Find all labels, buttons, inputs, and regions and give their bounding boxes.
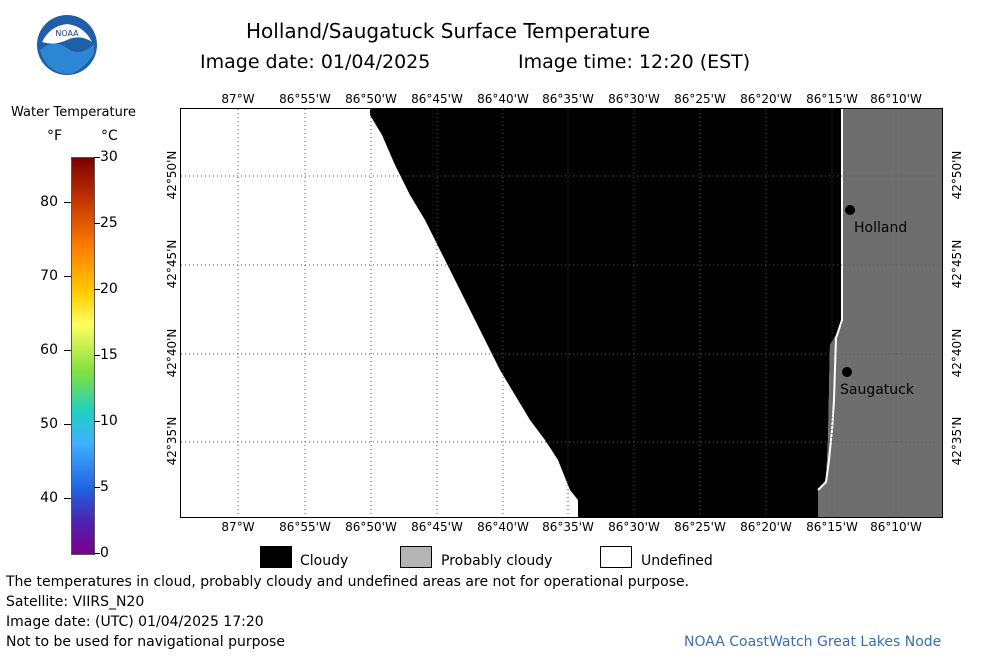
- celsius-tick-mark: [94, 223, 100, 224]
- colorbar-unit-f: °F: [47, 128, 63, 144]
- longitude-label-top: 86°50'W: [345, 92, 397, 106]
- place-label-saugatuck: Saugatuck: [840, 382, 914, 398]
- legend-cloudy-swatch: [260, 546, 292, 568]
- latitude-label-left: 42°50'N: [165, 150, 179, 200]
- longitude-label-top: 86°20'W: [740, 92, 792, 106]
- satellite-text: Satellite: VIIRS_N20: [6, 594, 145, 610]
- longitude-label-bottom: 86°50'W: [345, 520, 397, 534]
- legend-cloudy-label: Cloudy: [300, 553, 349, 569]
- longitude-label-bottom: 86°25'W: [674, 520, 726, 534]
- latitude-label-left: 42°45'N: [165, 239, 179, 289]
- longitude-label-top: 86°45'W: [411, 92, 463, 106]
- latitude-label-right: 42°35'N: [950, 416, 964, 466]
- fahrenheit-tick: 80: [40, 194, 58, 210]
- map-title: Holland/Saugatuck Surface Temperature: [246, 19, 651, 43]
- longitude-label-top: 86°10'W: [870, 92, 922, 106]
- fahrenheit-tick: 40: [40, 490, 58, 506]
- coastwatch-credit: NOAA CoastWatch Great Lakes Node: [684, 634, 942, 650]
- place-label-holland: Holland: [854, 220, 908, 236]
- colorbar-unit-c: °C: [101, 128, 118, 144]
- utc-date-text: Image date: (UTC) 01/04/2025 17:20: [6, 614, 264, 630]
- fahrenheit-tick: 50: [40, 416, 58, 432]
- longitude-label-bottom: 86°10'W: [870, 520, 922, 534]
- image-time: Image time: 12:20 (EST): [518, 51, 751, 73]
- longitude-label-top: 86°55'W: [279, 92, 331, 106]
- celsius-tick-mark: [94, 157, 100, 158]
- holland-marker: [845, 205, 855, 215]
- celsius-tick: 5: [100, 479, 109, 495]
- celsius-tick: 15: [100, 347, 118, 363]
- logo-text: NOAA: [55, 29, 79, 38]
- legend-probably-cloudy-label: Probably cloudy: [441, 553, 553, 569]
- longitude-label-top: 87°W: [221, 92, 255, 106]
- celsius-tick: 20: [100, 281, 118, 297]
- celsius-tick-mark: [94, 355, 100, 356]
- colorbar-title: Water Temperature: [11, 105, 136, 120]
- longitude-label-bottom: 86°45'W: [411, 520, 463, 534]
- fahrenheit-tick-mark: [64, 424, 71, 425]
- longitude-label-top: 86°25'W: [674, 92, 726, 106]
- latitude-label-left: 42°40'N: [165, 328, 179, 378]
- image-date: Image date: 01/04/2025: [200, 51, 431, 73]
- celsius-tick: 25: [100, 215, 118, 231]
- map-frame: [180, 108, 943, 518]
- celsius-tick-mark: [94, 421, 100, 422]
- cloudy-area: [370, 108, 842, 517]
- longitude-label-bottom: 86°30'W: [608, 520, 660, 534]
- navigation-warning: Not to be used for navigational purpose: [6, 634, 285, 650]
- celsius-tick: 10: [100, 413, 118, 429]
- fahrenheit-tick-mark: [64, 202, 71, 203]
- longitude-label-bottom: 87°W: [221, 520, 255, 534]
- longitude-label-bottom: 86°40'W: [477, 520, 529, 534]
- noaa-logo: NOAA: [36, 14, 98, 76]
- fahrenheit-tick-mark: [64, 276, 71, 277]
- longitude-label-top: 86°30'W: [608, 92, 660, 106]
- longitude-label-bottom: 86°35'W: [542, 520, 594, 534]
- latitude-label-right: 42°50'N: [950, 150, 964, 200]
- longitude-label-bottom: 86°20'W: [740, 520, 792, 534]
- celsius-tick-mark: [94, 289, 100, 290]
- celsius-tick-mark: [94, 553, 100, 554]
- celsius-tick: 30: [100, 149, 118, 165]
- disclaimer-text: The temperatures in cloud, probably clou…: [6, 574, 690, 590]
- longitude-label-bottom: 86°15'W: [806, 520, 858, 534]
- saugatuck-marker: [842, 367, 852, 377]
- legend-undefined-swatch: [600, 546, 632, 568]
- celsius-tick: 0: [100, 545, 109, 561]
- legend-undefined-label: Undefined: [641, 553, 713, 569]
- latitude-label-right: 42°40'N: [950, 328, 964, 378]
- longitude-label-bottom: 86°55'W: [279, 520, 331, 534]
- legend-probably-cloudy-swatch: [400, 546, 432, 568]
- fahrenheit-tick-mark: [64, 498, 71, 499]
- fahrenheit-tick: 60: [40, 342, 58, 358]
- temperature-colorbar: [71, 157, 95, 555]
- longitude-label-top: 86°35'W: [542, 92, 594, 106]
- longitude-label-top: 86°40'W: [477, 92, 529, 106]
- fahrenheit-tick-mark: [64, 350, 71, 351]
- longitude-label-top: 86°15'W: [806, 92, 858, 106]
- latitude-label-right: 42°45'N: [950, 239, 964, 289]
- latitude-label-left: 42°35'N: [165, 416, 179, 466]
- fahrenheit-tick: 70: [40, 268, 58, 284]
- shoreline: [817, 108, 843, 491]
- celsius-tick-mark: [94, 487, 100, 488]
